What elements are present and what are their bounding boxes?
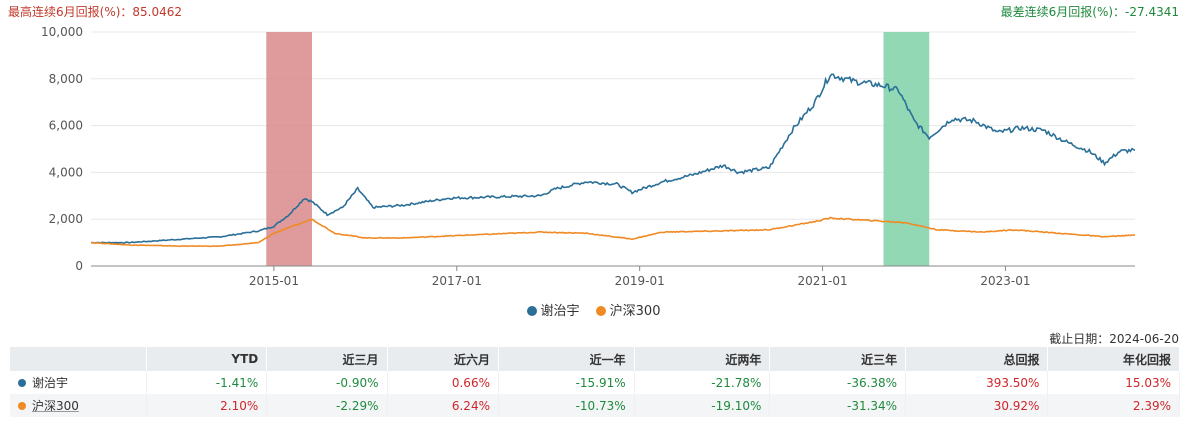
worst-6m-band [883,32,930,266]
table-header-3y: 近三年 [769,347,907,371]
y-tick-label: 8,000 [49,72,83,86]
table-row: 谢治宇 -1.41% -0.90% 0.66% -15.91% -21.78% … [10,371,1180,394]
chart-legend: 谢治宇 沪深300 [0,300,1187,319]
series-line-fund [91,73,1136,244]
table-cell: -0.90% [266,371,388,394]
y-tick-label: 10,000 [41,25,83,39]
worst-6m-return-label: 最差连续6月回报(%)：-27.4341 [1000,5,1179,19]
table-cell: 6.24% [387,394,499,417]
row-label: 沪深300 [32,399,79,413]
x-tick-label: 2021-01 [797,274,847,288]
y-tick-label: 0 [75,259,83,273]
table-header-3m: 近三月 [266,347,388,371]
table-header-1y: 近一年 [498,347,635,371]
table-cell: -15.91% [498,371,635,394]
best-6m-band [266,32,312,266]
x-tick-label: 2017-01 [432,274,482,288]
legend-label-fund: 谢治宇 [540,304,580,319]
table-cell: -36.38% [769,371,907,394]
best-6m-return-label: 最高连续6月回报(%)：85.0462 [8,5,183,19]
table-cell: 393.50% [905,371,1049,394]
x-tick-label: 2023-01 [980,274,1030,288]
table-cell: -2.29% [266,394,388,417]
table-cell: 2.10% [146,394,268,417]
as-of-date: 截止日期：2024-06-20 [1049,332,1179,346]
row-name-index[interactable]: 沪深300 [10,394,147,417]
legend-dot-index [595,306,606,316]
row-label: 谢治宇 [32,376,69,390]
table-cell: -19.10% [634,394,771,417]
legend-label-index: 沪深300 [609,304,661,319]
y-tick-label: 6,000 [49,119,83,133]
index-dot-icon [18,402,26,410]
table-header-name [10,347,147,371]
table-cell: 2.39% [1047,394,1180,417]
table-header-annual: 年化回报 [1047,347,1180,371]
series-line-index [90,216,1136,248]
table-cell: 30.92% [905,394,1049,417]
table-header-total: 总回报 [905,347,1049,371]
table-header-2y: 近两年 [634,347,771,371]
y-tick-label: 2,000 [49,212,83,226]
table-cell: 15.03% [1047,371,1180,394]
table-cell: -10.73% [498,394,635,417]
table-cell: -21.78% [634,371,771,394]
table-row: 沪深300 2.10% -2.29% 6.24% -10.73% -19.10%… [10,394,1180,417]
table-header-6m: 近六月 [387,347,499,371]
table-header-row: YTD 近三月 近六月 近一年 近两年 近三年 总回报 年化回报 [10,347,1180,371]
fund-dot-icon [18,379,26,387]
x-tick-label: 2015-01 [249,274,299,288]
table-cell: -31.34% [769,394,907,417]
x-tick-label: 2019-01 [615,274,665,288]
legend-dot-fund [526,306,537,316]
table-cell: 0.66% [387,371,499,394]
legend-item-index[interactable]: 沪深300 [595,300,661,319]
table-cell: -1.41% [146,371,268,394]
performance-table: YTD 近三月 近六月 近一年 近两年 近三年 总回报 年化回报 谢治宇 -1.… [10,347,1180,417]
performance-chart: 0 2,000 4,000 6,000 8,000 10,000 2015-01 2017-0… [41,25,1136,288]
y-tick-label: 4,000 [49,165,83,179]
row-name-fund[interactable]: 谢治宇 [10,371,147,394]
table-header-ytd: YTD [146,347,268,371]
legend-item-fund[interactable]: 谢治宇 [526,300,580,319]
